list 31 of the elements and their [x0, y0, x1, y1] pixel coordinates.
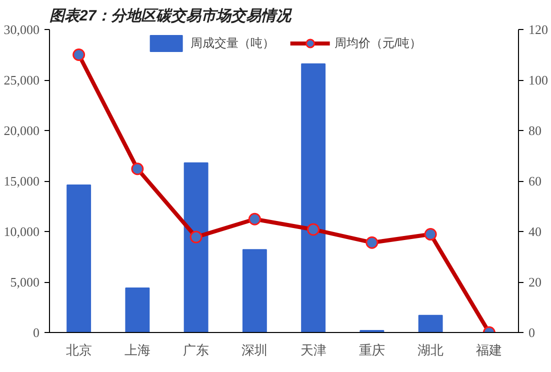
- x-tick-label: 广东: [183, 342, 210, 358]
- bar: [184, 162, 208, 332]
- x-tick-label: 福建: [476, 342, 502, 358]
- y2-tick-label: 0: [528, 325, 535, 340]
- y-tick-label: 5,000: [10, 274, 40, 290]
- y2-tick-label: 120: [528, 22, 548, 37]
- y2-tick-label: 60: [528, 174, 542, 188]
- x-tick-label: 上海: [124, 342, 150, 358]
- x-tick-label: 天津: [300, 342, 326, 358]
- y2-tick-label: 100: [528, 72, 548, 88]
- y-tick-label: 25,000: [4, 72, 40, 88]
- y-tick-label: 0: [33, 325, 40, 340]
- y2-tick-label: 20: [528, 274, 542, 290]
- y-tick-label: 10,000: [4, 224, 40, 239]
- legend-label: 周成交量（吨）: [190, 34, 274, 52]
- bar: [125, 288, 150, 332]
- y-tick-label: 30,000: [4, 22, 40, 37]
- chart-title: 图表27：分地区碳交易市场交易情况: [50, 6, 294, 24]
- x-tick-label: 北京: [66, 342, 92, 358]
- y-tick-label: 15,000: [4, 174, 40, 188]
- y2-tick-label: 80: [528, 123, 542, 138]
- x-tick-label: 深圳: [242, 342, 268, 358]
- y2-tick-label: 40: [528, 224, 542, 239]
- bar: [301, 63, 326, 332]
- bar: [66, 184, 92, 332]
- y-tick-label: 20,000: [4, 123, 40, 138]
- x-tick-label: 湖北: [418, 342, 444, 358]
- bar: [242, 249, 267, 332]
- x-tick-label: 重庆: [358, 342, 385, 358]
- legend-label: 周均价（元/吨）: [334, 34, 422, 52]
- bar: [418, 314, 443, 332]
